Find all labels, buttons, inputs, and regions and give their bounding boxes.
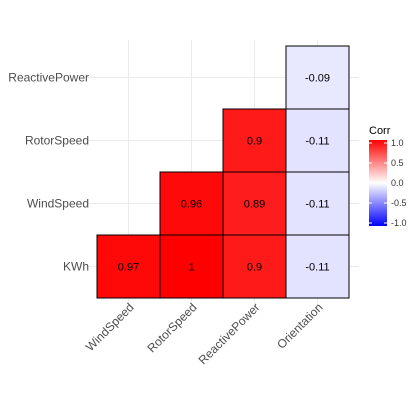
heatmap-cell	[285, 108, 350, 173]
x-tick-label: Orientation	[274, 300, 325, 351]
y-tick-label: KWh	[63, 260, 89, 274]
color-legend: Corr 1.0 0.5 0.0 -0.5 -1.0	[369, 125, 407, 228]
legend-color-bar	[369, 140, 387, 226]
legend-tick-label: 1.0	[391, 138, 404, 148]
heatmap-cell	[285, 234, 350, 299]
y-tick-label: WindSpeed	[27, 197, 89, 211]
cell-labels: 0.97 1 0.9 -0.11 0.96 0.89 -0.11 0.9 -0.11 -0.09	[118, 73, 330, 274]
heatmap-cell	[222, 108, 287, 173]
y-tick-label: RotorSpeed	[25, 134, 89, 148]
cell-value-label: 0.96	[181, 199, 202, 211]
legend-tick-label: -0.5	[391, 198, 407, 208]
cell-value-label: 0.9	[247, 262, 262, 274]
cell-value-label: -0.11	[305, 262, 329, 274]
legend-tick-label: 0.0	[391, 178, 404, 188]
cell-value-label: 0.97	[118, 262, 139, 274]
legend-tick-label: 0.5	[391, 158, 404, 168]
cell-value-label: 0.9	[247, 136, 262, 148]
y-tick-label: ReactivePower	[8, 71, 89, 85]
cell-value-label: -0.11	[305, 199, 329, 211]
legend-tick-label: -1.0	[391, 218, 407, 228]
heatmap-cell	[285, 45, 350, 110]
x-tick-label: WindSpeed	[83, 300, 137, 354]
x-tick-label: RotorSpeed	[144, 300, 199, 355]
cell-value-label: 0.89	[244, 199, 265, 211]
heatmap-cell	[159, 234, 224, 299]
legend-title: Corr	[369, 125, 391, 137]
cell-value-label: 1	[188, 262, 194, 274]
y-axis-tick-labels: KWh WindSpeed RotorSpeed ReactivePower	[8, 71, 89, 274]
cell-value-label: -0.09	[305, 73, 330, 85]
x-tick-label: ReactivePower	[196, 300, 263, 367]
heatmap-cells	[96, 45, 350, 299]
legend-ticks: 1.0 0.5 0.0 -0.5 -1.0	[369, 138, 407, 228]
heatmap-cell	[96, 234, 161, 299]
cell-value-label: -0.11	[305, 136, 329, 148]
